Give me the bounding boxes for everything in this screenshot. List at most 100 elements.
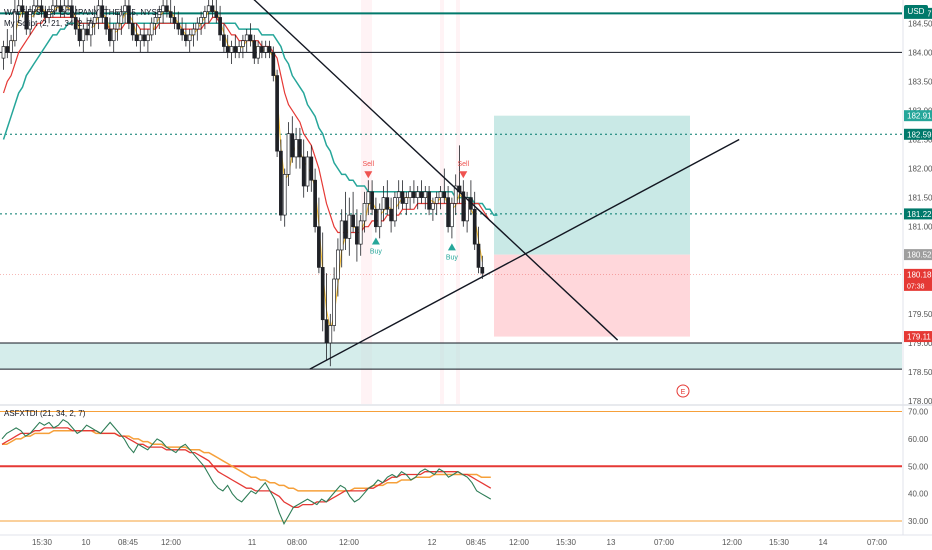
candle[interactable]	[191, 23, 196, 47]
candle[interactable]	[396, 180, 401, 210]
candle[interactable]	[400, 180, 405, 210]
candle[interactable]	[408, 186, 412, 210]
candle[interactable]	[355, 209, 359, 262]
candle[interactable]	[343, 191, 348, 250]
oscillator-pane[interactable]: 70.00 60.00 50.00 40.00 30.00	[0, 407, 929, 526]
buy-signal[interactable]: Buy	[370, 237, 383, 256]
candle[interactable]	[324, 273, 329, 361]
candle[interactable]	[149, 17, 154, 41]
candle[interactable]	[453, 174, 458, 216]
candle[interactable]	[66, 0, 70, 12]
earnings-marker[interactable]: E	[676, 384, 690, 398]
candle[interactable]	[96, 0, 101, 30]
candle[interactable]	[385, 180, 390, 216]
candle[interactable]	[62, 0, 67, 18]
candle[interactable]	[305, 151, 310, 192]
candle[interactable]	[332, 267, 336, 332]
candle[interactable]	[377, 203, 382, 239]
candle[interactable]	[5, 29, 10, 59]
candle[interactable]	[313, 168, 317, 233]
candle[interactable]	[206, 0, 211, 24]
candle[interactable]	[434, 191, 439, 216]
candle[interactable]	[415, 186, 420, 210]
candle[interactable]	[123, 0, 127, 24]
candle[interactable]	[419, 180, 424, 204]
candle[interactable]	[252, 34, 257, 64]
candle[interactable]	[271, 46, 276, 82]
candle[interactable]	[89, 17, 93, 47]
candle[interactable]	[241, 34, 245, 59]
demand-zone[interactable]	[0, 342, 902, 370]
candle[interactable]	[100, 0, 105, 24]
descending-trendline[interactable]	[211, 0, 619, 341]
candle[interactable]	[1, 40, 6, 70]
candle[interactable]	[267, 40, 272, 59]
candle[interactable]	[16, 0, 21, 24]
candle[interactable]	[256, 40, 260, 64]
candle[interactable]	[119, 5, 124, 35]
candle[interactable]	[298, 127, 302, 169]
candle[interactable]	[237, 40, 241, 59]
candle[interactable]	[374, 197, 378, 233]
candle[interactable]	[176, 11, 181, 35]
candle[interactable]	[260, 40, 264, 59]
stop-zone[interactable]	[494, 254, 690, 337]
candle[interactable]	[85, 17, 89, 41]
candle[interactable]	[127, 0, 131, 30]
candle[interactable]	[180, 17, 184, 41]
candle[interactable]	[218, 5, 222, 41]
price-label-badge[interactable]: 182.91	[904, 110, 932, 122]
candle[interactable]	[339, 209, 344, 268]
candle[interactable]	[389, 197, 393, 233]
candle[interactable]	[32, 0, 36, 18]
candle[interactable]	[370, 180, 374, 216]
candle[interactable]	[214, 0, 219, 24]
buy-signal[interactable]: Buy	[446, 243, 459, 261]
candle[interactable]	[279, 139, 283, 221]
candle[interactable]	[309, 145, 314, 192]
candle[interactable]	[92, 5, 97, 35]
candle[interactable]	[404, 191, 409, 216]
candle[interactable]	[35, 0, 40, 12]
candle[interactable]	[294, 127, 298, 169]
candle[interactable]	[229, 40, 234, 64]
candle[interactable]	[286, 122, 291, 187]
candle[interactable]	[450, 197, 454, 239]
candle[interactable]	[381, 186, 386, 221]
candle[interactable]	[358, 215, 363, 256]
candle[interactable]	[301, 139, 306, 198]
candle[interactable]	[73, 5, 78, 35]
candle[interactable]	[51, 0, 55, 18]
candle[interactable]	[225, 34, 230, 59]
target-zone[interactable]	[494, 115, 690, 255]
candle[interactable]	[157, 5, 162, 30]
candle[interactable]	[199, 11, 203, 35]
candle[interactable]	[108, 17, 112, 47]
candle[interactable]	[438, 186, 443, 210]
candle[interactable]	[412, 180, 416, 204]
candle[interactable]	[362, 191, 367, 233]
candle[interactable]	[13, 0, 17, 47]
candle[interactable]	[431, 197, 435, 221]
candle[interactable]	[146, 29, 150, 53]
candle[interactable]	[9, 34, 13, 64]
candle[interactable]	[138, 29, 143, 53]
candle[interactable]	[115, 11, 120, 41]
candle[interactable]	[47, 5, 51, 24]
sell-signal[interactable]: Sell	[362, 161, 375, 179]
candle[interactable]	[43, 5, 48, 24]
candle[interactable]	[222, 23, 226, 53]
candle[interactable]	[423, 186, 428, 210]
candle[interactable]	[442, 168, 447, 204]
candle[interactable]	[195, 17, 200, 41]
time-axis[interactable]: 15:30 10 08:45 12:00 11 08:00 12:00 12 08:45 12:0…	[0, 534, 932, 547]
candle[interactable]	[275, 69, 279, 157]
candle[interactable]	[58, 0, 63, 18]
candle[interactable]	[153, 11, 158, 35]
candle[interactable]	[134, 23, 139, 47]
candle[interactable]	[161, 0, 165, 24]
candle[interactable]	[282, 168, 287, 227]
candle[interactable]	[111, 23, 116, 53]
candle[interactable]	[187, 29, 192, 53]
price-label-badge[interactable]: 179.11	[904, 331, 932, 343]
